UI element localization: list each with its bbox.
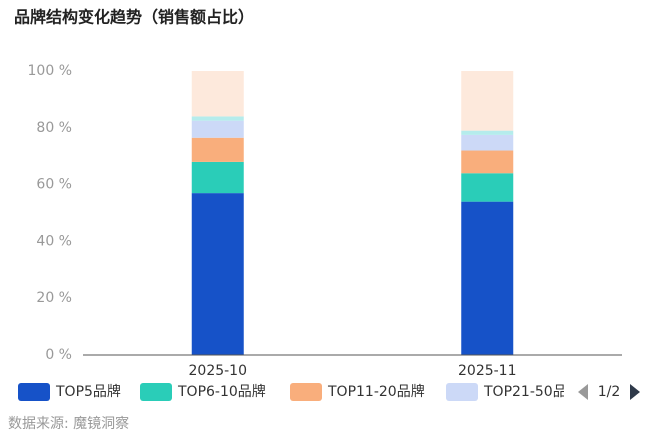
y-tick-label: 60 %: [36, 177, 72, 193]
y-tick-label: 80 %: [36, 120, 72, 136]
y-tick-label: 40 %: [36, 233, 72, 249]
y-tick-label: 20 %: [36, 290, 72, 306]
bar-segment: [191, 120, 244, 138]
bar-segment: [191, 161, 244, 194]
legend-label: TOP5品牌: [55, 383, 121, 400]
y-tick-label: 0 %: [45, 347, 72, 363]
legend-swatch: [446, 383, 478, 401]
x-tick-label: 2025-10: [189, 363, 248, 379]
bar-segment: [461, 71, 514, 131]
legend-label: TOP21-50品牌: [483, 383, 581, 400]
bar-segment: [461, 134, 514, 151]
legend-page: 1/2: [598, 384, 621, 400]
bar-segment: [461, 130, 514, 135]
legend-label: TOP11-20品牌: [327, 383, 425, 400]
legend-swatch: [140, 383, 172, 401]
legend-swatch: [290, 383, 322, 401]
x-tick-label: 2025-11: [458, 363, 517, 379]
legend-label: TOP6-10品牌: [177, 383, 266, 400]
bar-segment: [461, 201, 514, 355]
source-note: 数据来源: 魔镜洞察: [8, 415, 129, 432]
legend-next[interactable]: [630, 384, 640, 400]
y-tick-label: 100 %: [28, 63, 72, 79]
bar-segment: [191, 71, 244, 117]
bar-segment: [461, 150, 514, 174]
bar-segment: [461, 173, 514, 202]
chart-title: 品牌结构变化趋势（销售额占比）: [14, 8, 254, 27]
bar-segment: [191, 193, 244, 355]
legend-prev[interactable]: [578, 384, 588, 400]
legend-swatch: [18, 383, 50, 401]
bar-segment: [191, 137, 244, 162]
bar-segment: [191, 116, 244, 121]
